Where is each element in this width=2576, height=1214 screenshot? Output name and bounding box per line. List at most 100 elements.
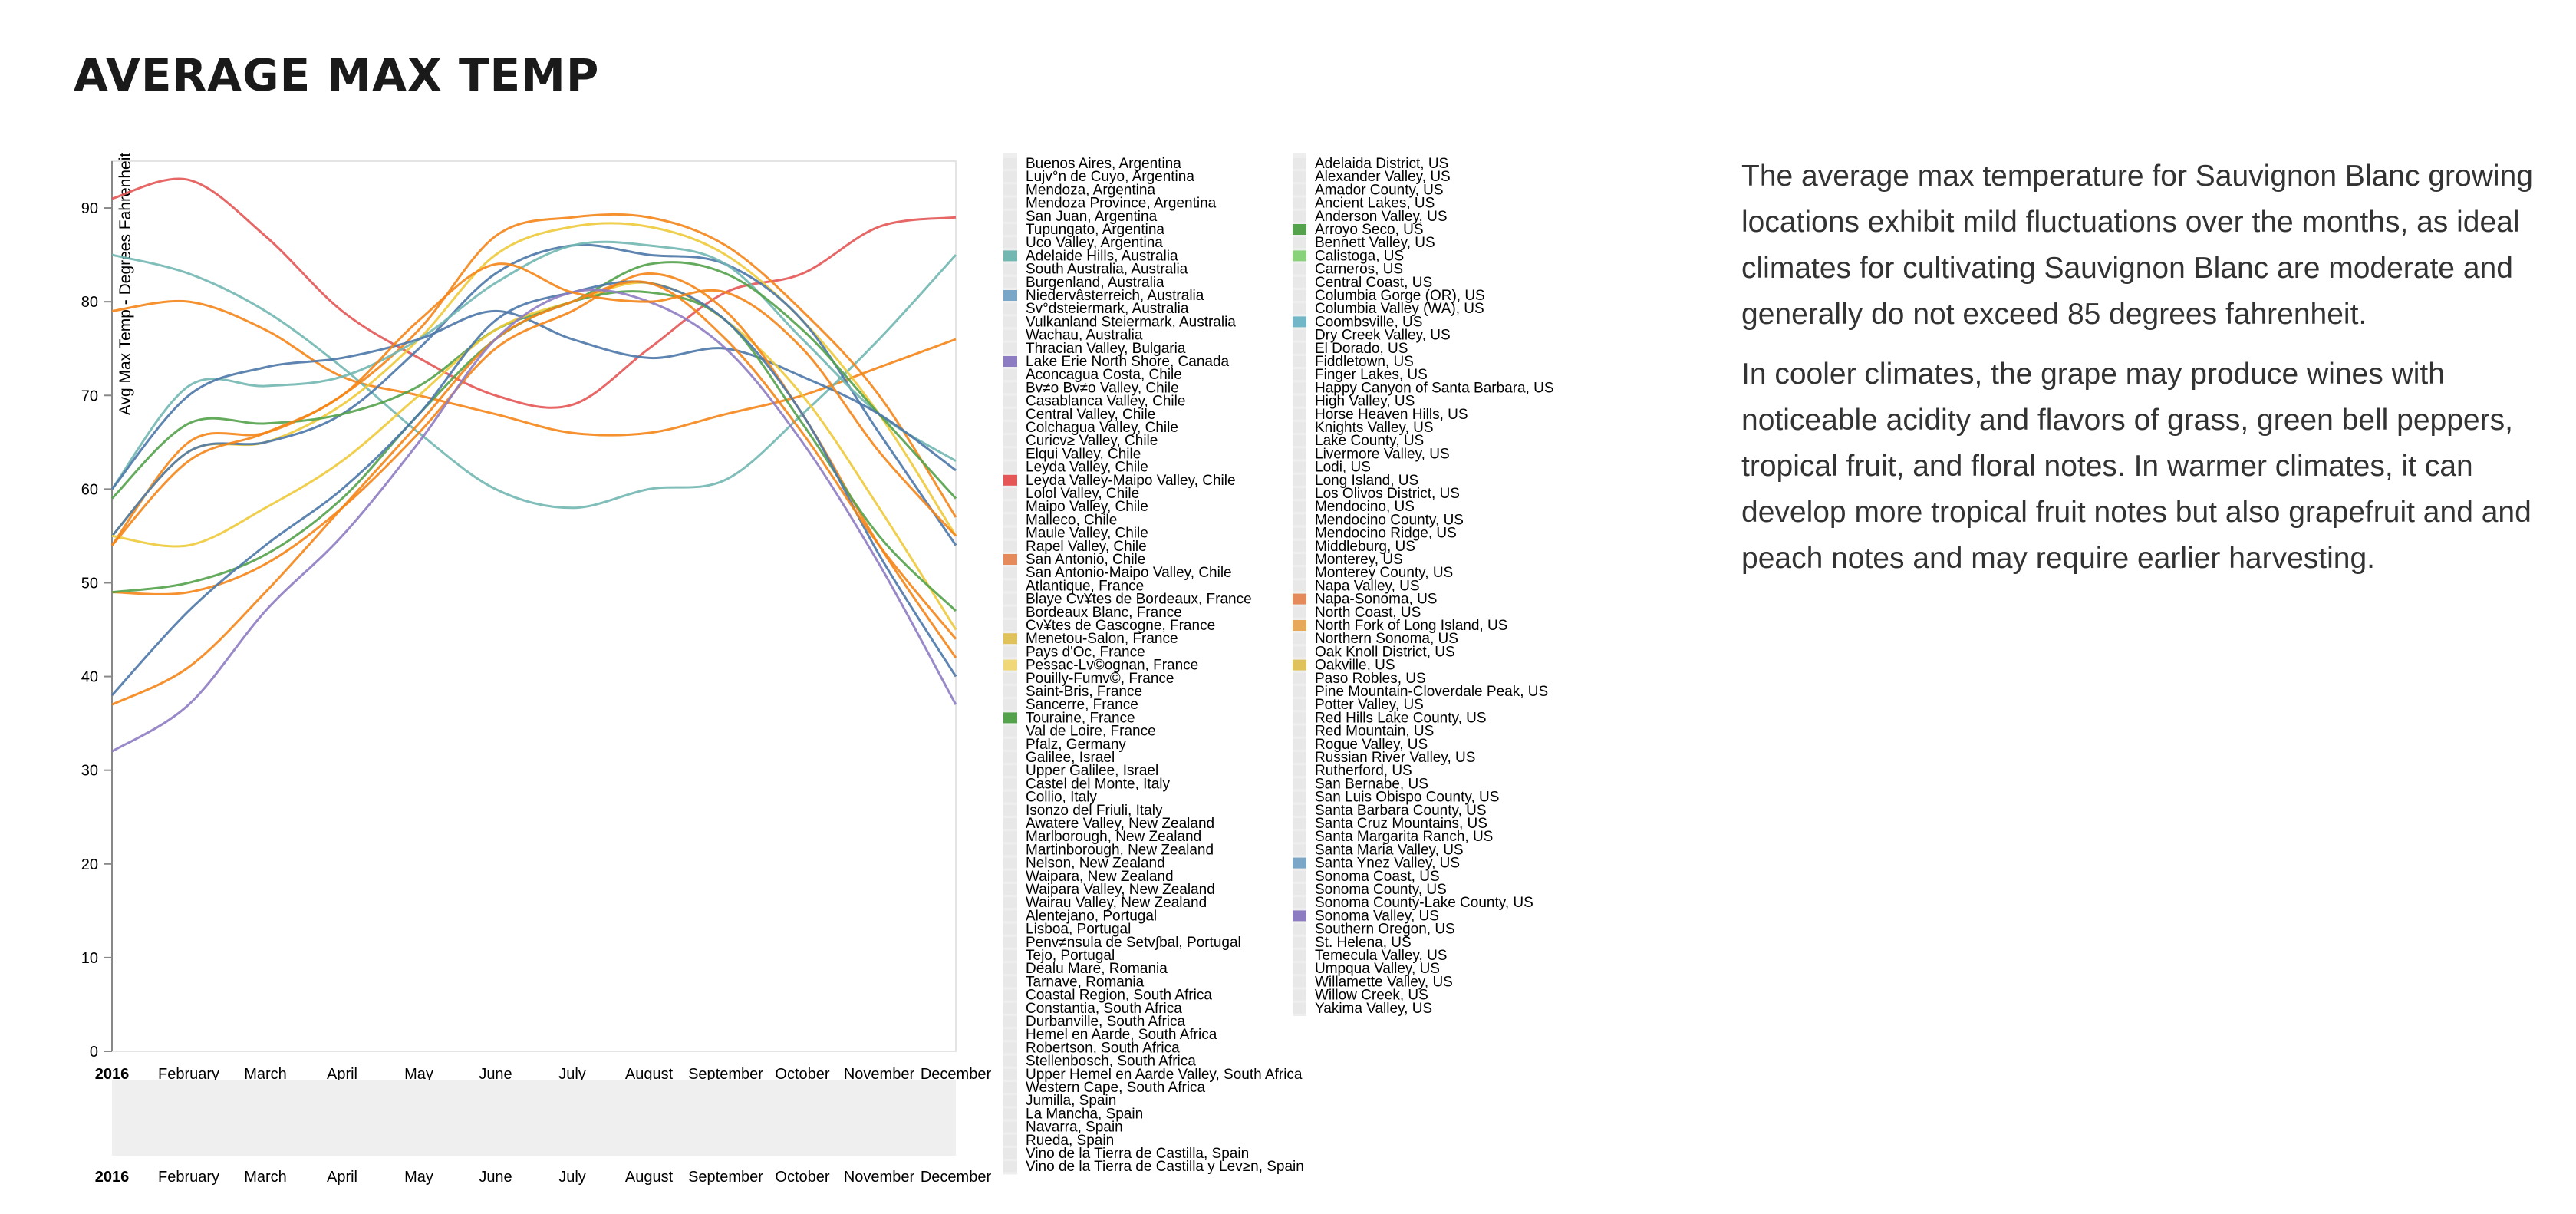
legend-swatch[interactable] (1003, 1042, 1017, 1054)
legend-swatch[interactable] (1003, 646, 1017, 658)
legend-swatch[interactable] (1003, 1029, 1017, 1041)
legend-swatch[interactable] (1003, 554, 1017, 565)
legend-swatch[interactable] (1003, 976, 1017, 988)
legend-label[interactable]: Atlantique, France (1026, 578, 1144, 594)
legend-swatch[interactable] (1293, 646, 1306, 658)
legend-label[interactable]: Mendoza, Argentina (1026, 182, 1155, 198)
legend-swatch[interactable] (1293, 620, 1306, 631)
legend-swatch[interactable] (1003, 461, 1017, 473)
legend-label[interactable]: Menetou-Salon, France (1026, 631, 1178, 647)
legend-label[interactable]: Touraine, France (1026, 710, 1135, 726)
legend-swatch[interactable] (1293, 290, 1306, 301)
legend-swatch[interactable] (1293, 408, 1306, 420)
series-line-5[interactable] (110, 222, 957, 537)
legend-label[interactable]: Lake Erie North Shore, Canada (1026, 354, 1230, 370)
legend-swatch[interactable] (1003, 316, 1017, 328)
legend-label[interactable]: Rapel Valley, Chile (1026, 539, 1147, 555)
legend-swatch[interactable] (1293, 435, 1306, 447)
legend-label[interactable]: Adelaide Hills, Australia (1026, 248, 1178, 264)
legend-label[interactable]: Central Coast, US (1315, 275, 1432, 291)
legend-swatch[interactable] (1293, 488, 1306, 499)
overview-brush-area[interactable] (112, 1080, 956, 1156)
legend-swatch[interactable] (1003, 171, 1017, 183)
legend-label[interactable]: Western Cape, South Africa (1026, 1080, 1206, 1096)
legend-swatch[interactable] (1293, 738, 1306, 750)
legend-swatch[interactable] (1293, 725, 1306, 737)
legend-label[interactable]: Pays d'Oc, France (1026, 644, 1145, 660)
legend-label[interactable]: Sonoma County, US (1315, 882, 1447, 898)
legend-label[interactable]: Monterey County, US (1315, 565, 1453, 581)
legend-swatch[interactable] (1293, 224, 1306, 235)
legend-swatch[interactable] (1003, 659, 1017, 671)
legend-swatch[interactable] (1293, 791, 1306, 803)
series-line-6[interactable] (110, 243, 957, 546)
legend-label[interactable]: Upper Hemel en Aarde Valley, South Afric… (1026, 1067, 1303, 1083)
legend-label[interactable]: Lake County, US (1315, 433, 1424, 449)
legend-swatch[interactable] (1003, 382, 1017, 394)
legend-swatch[interactable] (1293, 237, 1306, 249)
legend-label[interactable]: Martinborough, New Zealand (1026, 842, 1214, 858)
legend-label[interactable]: Rogue Valley, US (1315, 737, 1428, 753)
legend-swatch[interactable] (1293, 422, 1306, 433)
legend-label[interactable]: Buenos Aires, Argentina (1026, 156, 1181, 172)
legend-label[interactable]: Yakima Valley, US (1315, 1001, 1432, 1017)
legend-swatch[interactable] (1003, 342, 1017, 354)
legend-label[interactable]: Amador County, US (1315, 182, 1444, 198)
legend-label[interactable]: Middleburg, US (1315, 539, 1415, 555)
legend-swatch[interactable] (1003, 725, 1017, 737)
legend-label[interactable]: Mendocino Ridge, US (1315, 526, 1457, 542)
legend-label[interactable]: Vulkanland Steiermark, Australia (1026, 314, 1236, 330)
legend-label[interactable]: Maule Valley, Chile (1026, 526, 1148, 542)
legend-swatch[interactable] (1293, 976, 1306, 988)
legend-label[interactable]: Lujv°n de Cuyo, Argentina (1026, 169, 1194, 185)
legend-label[interactable]: Calistoga, US (1315, 248, 1404, 264)
legend-label[interactable]: Waipara, New Zealand (1026, 869, 1174, 885)
legend-label[interactable]: Alentejano, Portugal (1026, 908, 1157, 924)
legend-label[interactable]: Colchagua Valley, Chile (1026, 420, 1178, 436)
legend-swatch[interactable] (1293, 250, 1306, 262)
legend-label[interactable]: Napa Valley, US (1315, 578, 1420, 594)
legend-label[interactable]: North Fork of Long Island, US (1315, 618, 1507, 634)
legend-swatch[interactable] (1003, 686, 1017, 697)
legend-label[interactable]: Ancient Lakes, US (1315, 196, 1435, 212)
legend-label[interactable]: South Australia, Australia (1026, 262, 1188, 278)
legend-swatch[interactable] (1003, 1121, 1017, 1133)
series-line-11[interactable] (111, 272, 957, 659)
legend-swatch[interactable] (1293, 686, 1306, 697)
legend-swatch[interactable] (1003, 1095, 1017, 1107)
legend-swatch[interactable] (1003, 580, 1017, 592)
legend-swatch[interactable] (1293, 818, 1306, 829)
legend-label[interactable]: Thracian Valley, Bulgaria (1026, 341, 1186, 357)
legend-swatch[interactable] (1003, 672, 1017, 684)
legend-label[interactable]: Vino de la Tierra de Castilla, Spain (1026, 1146, 1249, 1162)
legend-label[interactable]: Napa-Sonoma, US (1315, 592, 1437, 608)
legend-label[interactable]: Lisboa, Portugal (1026, 922, 1131, 938)
legend-label[interactable]: Tupungato, Argentina (1026, 222, 1164, 238)
legend-label[interactable]: Burgenland, Australia (1026, 275, 1164, 291)
legend-label[interactable]: Malleco, Chile (1026, 512, 1117, 528)
legend-label[interactable]: Temecula Valley, US (1315, 948, 1447, 964)
legend-label[interactable]: Jumilla, Spain (1026, 1093, 1116, 1109)
legend-swatch[interactable] (1293, 448, 1306, 460)
legend-swatch[interactable] (1293, 184, 1306, 196)
legend-swatch[interactable] (1003, 395, 1017, 407)
legend-swatch[interactable] (1003, 567, 1017, 579)
legend-label[interactable]: Dealu Mare, Romania (1026, 961, 1168, 977)
legend-swatch[interactable] (1293, 263, 1306, 275)
legend-swatch[interactable] (1003, 422, 1017, 433)
legend-label[interactable]: Finger Lakes, US (1315, 367, 1428, 383)
legend-swatch[interactable] (1003, 765, 1017, 777)
legend-swatch[interactable] (1003, 1055, 1017, 1067)
series-line-14[interactable] (111, 280, 957, 706)
legend-swatch[interactable] (1293, 356, 1306, 367)
legend-label[interactable]: Collio, Italy (1026, 790, 1097, 806)
legend-label[interactable]: Uco Valley, Argentina (1026, 235, 1163, 251)
legend-swatch[interactable] (1293, 303, 1306, 315)
legend-label[interactable]: Mendocino County, US (1315, 512, 1464, 528)
legend-label[interactable]: Durbanville, South Africa (1026, 1014, 1185, 1030)
legend-swatch[interactable] (1293, 369, 1306, 381)
legend-swatch[interactable] (1003, 329, 1017, 341)
legend-swatch[interactable] (1003, 831, 1017, 843)
legend-swatch[interactable] (1003, 527, 1017, 539)
legend-label[interactable]: Happy Canyon of Santa Barbara, US (1315, 380, 1554, 396)
